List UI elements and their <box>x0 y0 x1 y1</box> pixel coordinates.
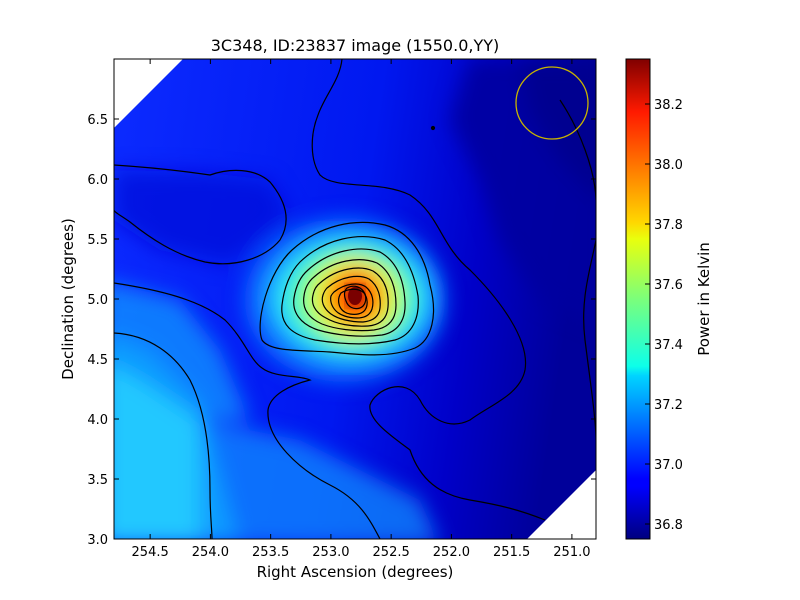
colorbar-tick-label: 38.0 <box>654 158 683 173</box>
contour-source-7 <box>330 283 374 319</box>
x-tick-label: 251.0 <box>553 545 590 560</box>
colorbar-tick-label: 37.6 <box>654 278 683 293</box>
y-tick-label: 5.0 <box>87 293 108 308</box>
colorbar <box>625 58 651 540</box>
x-axis-label: Right Ascension (degrees) <box>257 563 454 581</box>
colorbar-axis: 36.8 37.0 37.2 37.4 37.6 37.8 38.0 38.2 <box>645 98 683 533</box>
colorbar-tick-label: 38.2 <box>654 98 683 113</box>
heatmap-image <box>114 59 596 539</box>
contour-left-lower <box>114 332 213 539</box>
y-tick-label: 3.5 <box>87 473 108 488</box>
colorbar-tick-label: 36.8 <box>654 518 683 533</box>
contour-left-blob <box>114 164 287 265</box>
contour-top-ridge <box>311 59 546 521</box>
chart-title: 3C348, ID:23837 image (1550.0,YY) <box>211 36 500 55</box>
contour-source-9 <box>344 285 367 310</box>
y-axis: 3.0 3.5 4.0 4.5 5.0 5.5 6.0 6.5 <box>87 113 596 548</box>
contour-source-3 <box>293 248 406 337</box>
y-axis-label: Declination (degrees) <box>59 218 77 380</box>
contour-left-mid <box>114 282 381 539</box>
colorbar-tick-label: 37.8 <box>654 218 683 233</box>
contour-source-6 <box>321 275 381 323</box>
y-tick-label: 4.0 <box>87 413 108 428</box>
beam-circle <box>515 66 589 140</box>
colorbar-tick-label: 37.2 <box>654 398 683 413</box>
light-region-left <box>114 280 250 420</box>
colorbar-label: Power in Kelvin <box>695 242 713 356</box>
y-tick-label: 3.0 <box>87 533 108 548</box>
y-tick-label: 4.5 <box>87 353 108 368</box>
x-tick-label: 253.0 <box>312 545 349 560</box>
x-tick-label: 252.0 <box>433 545 470 560</box>
x-tick-label: 254.5 <box>132 545 169 560</box>
colorbar-tick-label: 37.0 <box>654 458 683 473</box>
contour-source-2 <box>281 236 419 345</box>
contour-dot <box>430 125 436 131</box>
y-tick-label: 6.5 <box>87 113 108 128</box>
contour-lines <box>114 59 596 539</box>
y-tick-label: 6.0 <box>87 173 108 188</box>
contour-source-8 <box>338 288 368 315</box>
x-tick-label: 254.0 <box>192 545 229 560</box>
light-region-bottom <box>200 420 440 539</box>
contour-source-4 <box>303 259 397 332</box>
x-tick-label: 251.5 <box>493 545 530 560</box>
contour-source-5 <box>311 267 389 327</box>
x-tick-label: 252.5 <box>373 545 410 560</box>
x-axis: 254.5 254.0 253.5 253.0 252.5 252.0 251.5 251.0 <box>132 59 591 560</box>
source-peak-core <box>348 287 362 305</box>
y-tick-label: 5.5 <box>87 233 108 248</box>
x-tick-label: 253.5 <box>252 545 289 560</box>
contour-source-1 <box>259 221 435 356</box>
colorbar-tick-label: 37.4 <box>654 338 683 353</box>
contour-right-lower <box>583 239 596 441</box>
contour-right-edge <box>559 99 596 201</box>
